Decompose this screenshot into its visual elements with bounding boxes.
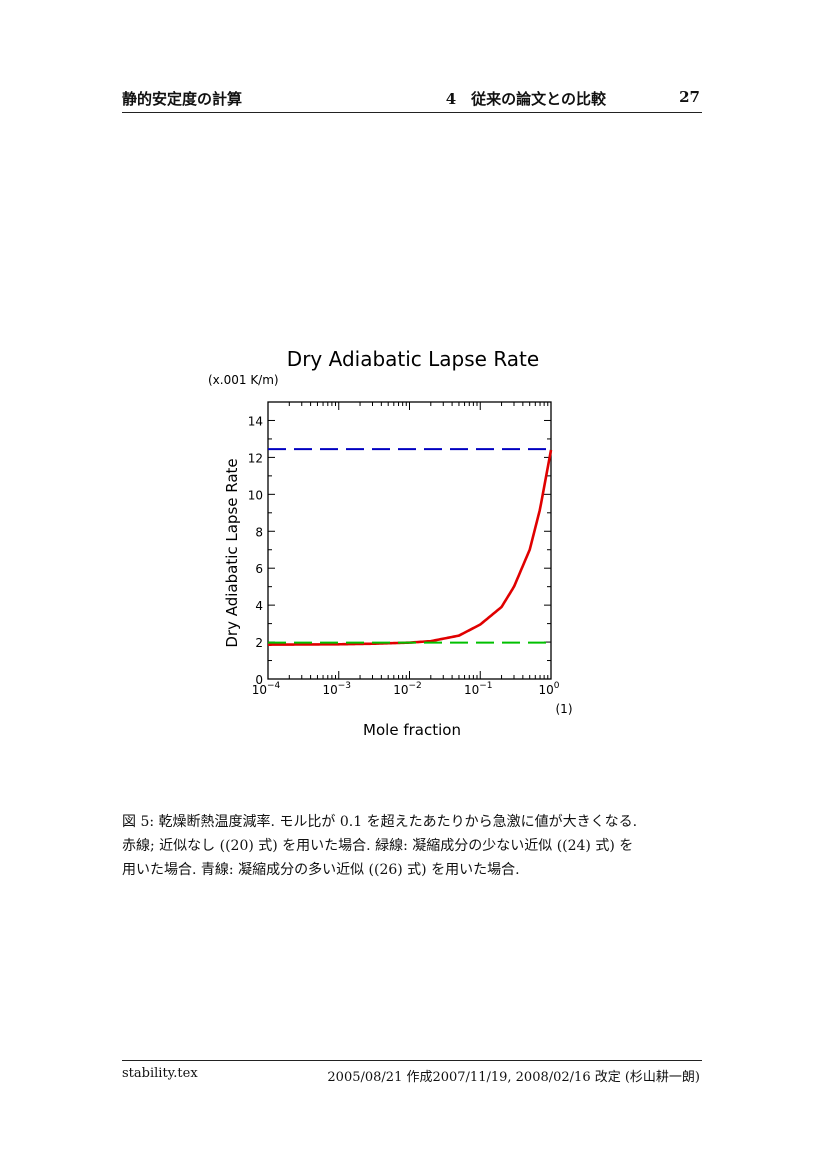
running-title: 静的安定度の計算 <box>122 90 243 108</box>
x-tick-label: 10−4 <box>252 681 281 697</box>
x-tick-label: 10−3 <box>322 681 351 697</box>
x-tick-label: 10−1 <box>464 681 493 697</box>
plot-frame <box>267 401 552 680</box>
x-axis-label: Mole fraction <box>363 721 461 739</box>
x-tick-exponent: −4 <box>267 681 281 691</box>
x-tick-base: 10 <box>322 683 337 697</box>
caption-line: 図 5: 乾燥断熱温度減率. モル比が 0.1 を超えたあたりから急激に値が大き… <box>122 814 638 830</box>
page-footer: stability.tex 2005/08/21 作成2007/11/19, 2… <box>122 1060 702 1085</box>
x-tick-base: 10 <box>393 683 408 697</box>
caption-line: 用いた場合. 青線: 凝縮成分の多い近似 ((26) 式) を用いた場合. <box>122 862 520 878</box>
x-tick-exponent: 0 <box>554 681 560 691</box>
y-tick-label: 8 <box>255 525 263 539</box>
caption-line: 赤線; 近似なし ((20) 式) を用いた場合. 緑線: 凝縮成分の少ない近似… <box>122 838 634 854</box>
revision-info: 2005/08/21 作成2007/11/19, 2008/02/16 改定 (… <box>327 1070 700 1085</box>
y-tick-label: 4 <box>255 599 263 613</box>
x-tick-exponent: −1 <box>479 681 492 691</box>
x-tick-exponent: −3 <box>338 681 351 691</box>
x-tick-base: 10 <box>252 683 267 697</box>
lapse-rate-chart: Dry Adiabatic Lapse Rate (x.001 K/m) 0 2 4… <box>208 347 573 739</box>
section-title: 4 従来の論文との比較 <box>445 90 606 108</box>
y-axis-label: Dry Adiabatic Lapse Rate <box>223 458 241 647</box>
chart-subtitle: (x.001 K/m) <box>208 373 279 387</box>
figure-caption: 図 5: 乾燥断熱温度減率. モル比が 0.1 を超えたあたりから急激に値が大き… <box>122 810 704 882</box>
y-tick-label: 14 <box>248 414 263 428</box>
y-tick-label: 10 <box>248 488 263 502</box>
x-tick-exponent: −2 <box>409 681 422 691</box>
source-filename: stability.tex <box>122 1066 198 1081</box>
page-number: 27 <box>679 88 700 106</box>
y-tick-label: 0 <box>255 673 263 687</box>
x-tick-label: 100 <box>538 681 559 697</box>
x-tick-base: 10 <box>538 683 553 697</box>
page-header: 静的安定度の計算 4 従来の論文との比較 27 <box>122 86 702 113</box>
y-tick-label: 12 <box>248 451 263 465</box>
x-tick-base: 10 <box>464 683 479 697</box>
x-axis-unit: (1) <box>556 702 573 716</box>
x-tick-label: 10−2 <box>393 681 422 697</box>
y-tick-label: 2 <box>255 636 263 650</box>
y-tick-label: 6 <box>255 562 263 576</box>
chart-title: Dry Adiabatic Lapse Rate <box>287 347 539 371</box>
series-line-0 <box>267 449 553 646</box>
